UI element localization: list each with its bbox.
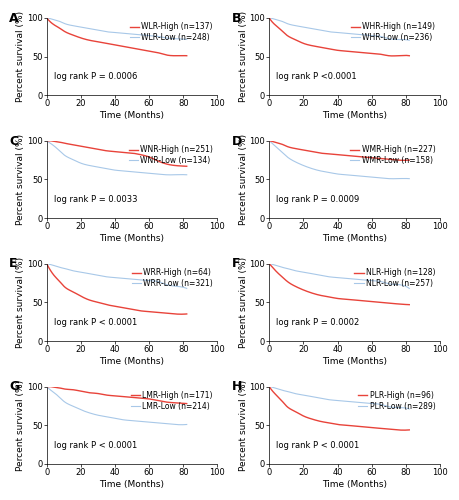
X-axis label: Time (Months): Time (Months) bbox=[100, 480, 165, 489]
Legend: WMR-High (n=227), WMR-Low (n=158): WMR-High (n=227), WMR-Low (n=158) bbox=[349, 144, 436, 166]
Y-axis label: Percent survival (%): Percent survival (%) bbox=[239, 380, 248, 471]
Legend: LMR-High (n=171), LMR-Low (n=214): LMR-High (n=171), LMR-Low (n=214) bbox=[130, 390, 213, 411]
Text: log rank P < 0.0001: log rank P < 0.0001 bbox=[54, 318, 137, 327]
Legend: WHR-High (n=149), WHR-Low (n=236): WHR-High (n=149), WHR-Low (n=236) bbox=[350, 22, 436, 42]
Text: H: H bbox=[232, 380, 242, 394]
Text: log rank P < 0.0001: log rank P < 0.0001 bbox=[54, 441, 137, 450]
Y-axis label: Percent survival (%): Percent survival (%) bbox=[239, 257, 248, 348]
Text: log rank P < 0.0001: log rank P < 0.0001 bbox=[276, 441, 359, 450]
Text: log rank P <0.0001: log rank P <0.0001 bbox=[276, 72, 357, 82]
Legend: WLR-High (n=137), WLR-Low (n=248): WLR-High (n=137), WLR-Low (n=248) bbox=[129, 22, 213, 42]
X-axis label: Time (Months): Time (Months) bbox=[322, 111, 387, 120]
Y-axis label: Percent survival (%): Percent survival (%) bbox=[17, 134, 25, 225]
X-axis label: Time (Months): Time (Months) bbox=[100, 234, 165, 243]
Text: C: C bbox=[9, 134, 18, 147]
Text: log rank P = 0.0002: log rank P = 0.0002 bbox=[276, 318, 359, 327]
Text: D: D bbox=[232, 134, 242, 147]
Y-axis label: Percent survival (%): Percent survival (%) bbox=[239, 134, 248, 225]
Text: F: F bbox=[232, 258, 240, 270]
Legend: NLR-High (n=128), NLR-Low (n=257): NLR-High (n=128), NLR-Low (n=257) bbox=[354, 268, 436, 288]
Y-axis label: Percent survival (%): Percent survival (%) bbox=[239, 11, 248, 102]
Text: log rank P = 0.0033: log rank P = 0.0033 bbox=[54, 195, 137, 204]
Text: A: A bbox=[9, 12, 19, 24]
X-axis label: Time (Months): Time (Months) bbox=[322, 480, 387, 489]
X-axis label: Time (Months): Time (Months) bbox=[100, 357, 165, 366]
Legend: PLR-High (n=96), PLR-Low (n=289): PLR-High (n=96), PLR-Low (n=289) bbox=[358, 390, 436, 411]
Y-axis label: Percent survival (%): Percent survival (%) bbox=[17, 11, 25, 102]
Legend: WRR-High (n=64), WRR-Low (n=321): WRR-High (n=64), WRR-Low (n=321) bbox=[131, 268, 213, 288]
Text: B: B bbox=[232, 12, 241, 24]
X-axis label: Time (Months): Time (Months) bbox=[100, 111, 165, 120]
Y-axis label: Percent survival (%): Percent survival (%) bbox=[17, 380, 25, 471]
Text: log rank P = 0.0006: log rank P = 0.0006 bbox=[54, 72, 137, 82]
Text: log rank P = 0.0009: log rank P = 0.0009 bbox=[276, 195, 359, 204]
Text: G: G bbox=[9, 380, 19, 394]
X-axis label: Time (Months): Time (Months) bbox=[322, 357, 387, 366]
X-axis label: Time (Months): Time (Months) bbox=[322, 234, 387, 243]
Text: E: E bbox=[9, 258, 17, 270]
Legend: WNR-High (n=251), WNR-Low (n=134): WNR-High (n=251), WNR-Low (n=134) bbox=[128, 144, 213, 166]
Y-axis label: Percent survival (%): Percent survival (%) bbox=[17, 257, 25, 348]
